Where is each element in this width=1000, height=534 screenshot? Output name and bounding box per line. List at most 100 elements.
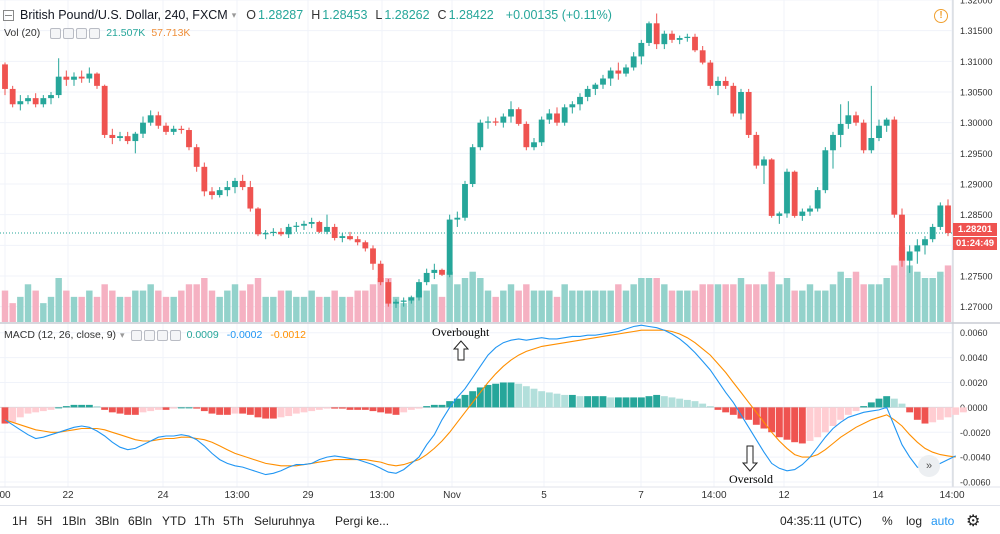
- macd-histogram-bar: [745, 407, 753, 420]
- eye-icon[interactable]: [50, 27, 62, 39]
- macd-histogram-bar: [285, 407, 293, 417]
- candle-body: [224, 187, 231, 191]
- volume-bar: [776, 284, 783, 322]
- warning-circle-icon[interactable]: !: [934, 9, 948, 23]
- macd-histogram-bar: [714, 407, 722, 410]
- volume-bar: [783, 278, 791, 322]
- settings-mini-icon[interactable]: [63, 27, 75, 39]
- candle-body: [155, 115, 162, 126]
- candle-body: [255, 208, 261, 235]
- percent-toggle[interactable]: %: [882, 514, 893, 528]
- macd-histogram-bar: [499, 382, 507, 408]
- x-tick-label: 13:00: [224, 490, 249, 501]
- range-button[interactable]: 6Bln: [128, 514, 153, 528]
- candle-body: [807, 208, 813, 212]
- candle-body: [584, 88, 591, 97]
- chevron-down-icon[interactable]: ▾: [120, 329, 125, 340]
- volume-bar: [814, 290, 821, 322]
- macd-histogram-bar: [576, 396, 584, 408]
- macd-histogram-bar: [246, 407, 254, 415]
- candle-body: [439, 269, 445, 275]
- range-button[interactable]: YTD: [162, 514, 186, 528]
- candle-body: [492, 121, 499, 123]
- volume-bar: [132, 290, 139, 322]
- range-button[interactable]: 1Th: [194, 514, 215, 528]
- macd-histogram-bar: [1, 407, 9, 424]
- volume-bar: [469, 271, 476, 322]
- settings-mini-icon[interactable]: [143, 329, 155, 341]
- macd-value-1: 0.0009: [186, 329, 219, 341]
- macd-histogram-bar: [200, 407, 208, 412]
- volume-bar: [93, 296, 101, 322]
- auto-toggle[interactable]: auto: [931, 514, 955, 528]
- macd-histogram-bar: [929, 407, 937, 423]
- candle-body: [94, 73, 100, 86]
- candle-body: [830, 134, 836, 151]
- candle-body: [577, 96, 583, 105]
- macd-histogram-bar: [653, 394, 661, 408]
- goto-date-button[interactable]: Pergi ke...: [335, 514, 390, 528]
- macd-histogram-bar: [637, 397, 645, 408]
- volume-label[interactable]: Vol (20): [4, 27, 41, 39]
- macd-histogram-bar: [584, 396, 592, 408]
- volume-bar: [224, 290, 231, 322]
- volume-bar: [423, 290, 430, 322]
- candle-body: [40, 98, 47, 105]
- macd-tick-label: -0.0060: [960, 478, 991, 488]
- volume-bar: [408, 296, 415, 322]
- range-button[interactable]: 5H: [37, 514, 53, 528]
- candle-body: [117, 136, 123, 138]
- plus-icon[interactable]: [76, 27, 88, 39]
- candle-body: [761, 159, 767, 166]
- gear-icon[interactable]: ⚙: [966, 513, 981, 530]
- plus-icon[interactable]: [156, 329, 168, 341]
- close-mini-icon[interactable]: [89, 27, 101, 39]
- scroll-to-latest-icon[interactable]: »: [918, 455, 940, 477]
- volume-bar: [722, 284, 729, 322]
- chart-canvas[interactable]: 00 22 24 13:00 29 13:00 Nov 5 7 14:00 12 14 14:00 1.3…: [0, 0, 1000, 505]
- eye-icon[interactable]: [130, 329, 142, 341]
- macd-histogram-bar: [791, 407, 799, 443]
- symbol-title[interactable]: British Pound/U.S. Dollar, 240, FXCM: [20, 8, 228, 22]
- volume-bar: [415, 290, 423, 322]
- chevron-down-icon[interactable]: ▾: [231, 9, 237, 20]
- candle-body: [362, 242, 369, 249]
- volume-bar: [860, 284, 867, 322]
- volume-bar: [914, 271, 921, 322]
- candle-body: [408, 297, 415, 301]
- range-button[interactable]: Seluruhnya: [254, 514, 315, 528]
- volume-bar: [1, 290, 9, 322]
- ohlc-values: O 1.28287 H 1.28453 L 1.28262 C 1.28422: [246, 8, 502, 22]
- candle-body: [400, 300, 407, 302]
- range-button[interactable]: 1Bln: [62, 514, 87, 528]
- volume-bar: [737, 278, 745, 322]
- candle-body: [193, 147, 200, 167]
- candle-body: [592, 84, 599, 89]
- volume-bar: [109, 290, 116, 322]
- candle-body: [692, 36, 698, 51]
- candle-body: [86, 73, 93, 79]
- macd-histogram-bar: [154, 407, 162, 410]
- macd-label[interactable]: MACD (12, 26, close, 9): [4, 329, 117, 341]
- log-toggle[interactable]: log: [906, 514, 923, 528]
- range-button[interactable]: 5Th: [223, 514, 244, 528]
- volume-bar: [216, 296, 223, 322]
- collapse-toggle-icon[interactable]: [3, 9, 14, 21]
- clock-readout[interactable]: 04:35:11 (UTC): [780, 514, 862, 528]
- volume-value-1: 21.507K: [106, 27, 146, 39]
- candle-body: [607, 70, 614, 79]
- volume-bar: [262, 296, 269, 322]
- bottom-toolbar: 1H 5H 1Bln 3Bln 6Bln YTD 1Th 5Th Seluruhnya Perg…: [0, 505, 1000, 534]
- volume-bar: [561, 284, 568, 322]
- volume-bar: [431, 284, 438, 322]
- range-button[interactable]: 3Bln: [95, 514, 120, 528]
- candle-body: [370, 248, 376, 264]
- candle-body: [347, 236, 353, 240]
- x-tick-label: 14:00: [701, 490, 726, 501]
- volume-bar: [584, 290, 591, 322]
- macd-histogram-bar: [9, 407, 17, 423]
- ohlc-value: 1.28262: [384, 8, 430, 22]
- close-mini-icon[interactable]: [169, 329, 181, 341]
- volume-bar: [515, 290, 522, 322]
- range-button[interactable]: 1H: [12, 514, 28, 528]
